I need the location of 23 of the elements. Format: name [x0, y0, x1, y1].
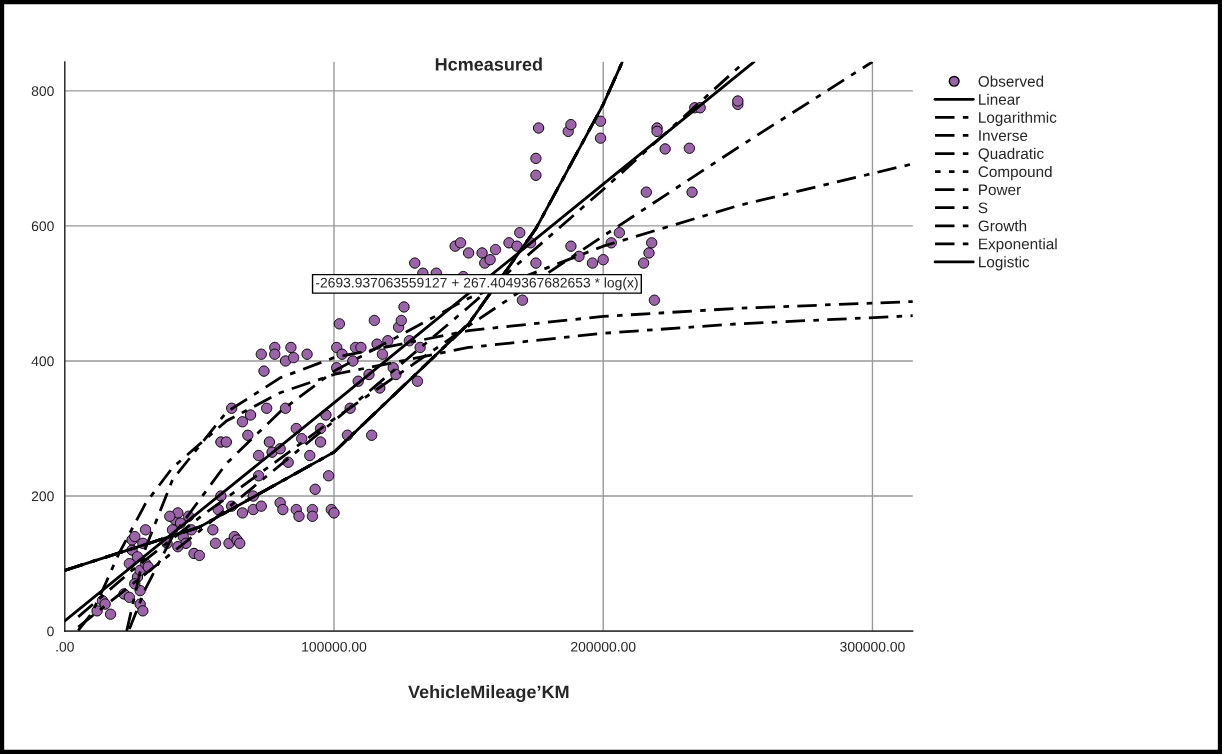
legend-label: Logarithmic: [979, 111, 1057, 126]
y-tick-label: 800: [31, 86, 54, 97]
x-tick-label: 100000.00: [302, 641, 367, 652]
legend-label: Exponential: [979, 238, 1057, 253]
legend-label: Compound: [978, 165, 1052, 181]
annotation: -2693.937063559127 + 267.4049367682653 * log(x): [315, 277, 638, 291]
x-tick-label: .00: [56, 641, 74, 652]
legend-label: Growth: [978, 220, 1027, 232]
legend-label: Quadratic: [978, 147, 1044, 162]
x-axis-title: VehicleMileage’KM: [408, 685, 569, 702]
y-tick-label: 0: [47, 626, 54, 637]
y-tick-label: 200: [31, 491, 54, 502]
x-tick-label: 300000.00: [840, 641, 905, 652]
x-tick-label: 200000.00: [571, 641, 636, 652]
y-tick-label: 600: [31, 221, 54, 232]
legend-label: S: [978, 202, 988, 214]
legend-label: Power: [979, 184, 1021, 196]
legend-label: Observed: [978, 75, 1044, 87]
chart-title: Hcmeasured: [435, 57, 542, 71]
legend-label: Linear: [979, 93, 1021, 105]
legend-label: Logistic: [979, 256, 1030, 271]
y-tick-label: 400: [31, 356, 54, 367]
legend-label: Inverse: [979, 130, 1028, 141]
